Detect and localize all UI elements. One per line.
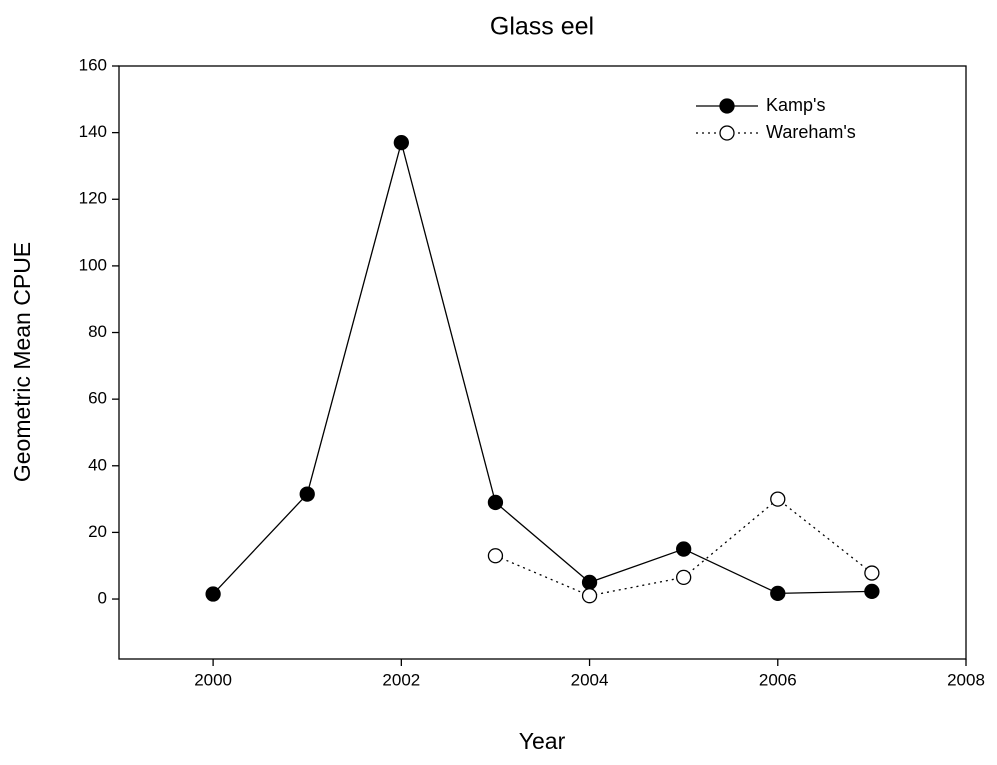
legend-marker xyxy=(719,98,735,114)
marker xyxy=(864,583,880,600)
y-tick-label: 0 xyxy=(98,589,107,608)
x-tick-label: 2002 xyxy=(382,670,420,689)
y-tick-label: 20 xyxy=(88,522,107,541)
marker xyxy=(393,134,409,151)
legend-label: Kamp's xyxy=(766,95,825,115)
marker xyxy=(487,494,504,511)
marker xyxy=(676,569,692,586)
y-tick-label: 140 xyxy=(79,122,107,141)
y-tick-label: 100 xyxy=(79,255,107,274)
plot-frame xyxy=(118,65,967,660)
legend-label: Wareham's xyxy=(766,122,856,142)
marker xyxy=(205,586,221,602)
y-axis-label: Geometric Mean CPUE xyxy=(9,242,35,482)
y-tick-label: 40 xyxy=(88,455,107,474)
y-tick-label: 80 xyxy=(88,322,107,341)
chart-title: Glass eel xyxy=(490,13,594,41)
x-tick-label: 2008 xyxy=(947,670,985,689)
marker xyxy=(299,486,315,502)
y-tick-label: 160 xyxy=(79,55,107,74)
x-tick-label: 2000 xyxy=(194,670,232,689)
x-axis-label: Year xyxy=(519,728,566,754)
marker xyxy=(581,574,598,591)
y-tick-label: 60 xyxy=(88,389,107,408)
marker xyxy=(581,588,598,604)
series-line xyxy=(212,140,872,595)
marker xyxy=(770,585,786,602)
x-tick-label: 2006 xyxy=(759,670,797,689)
x-tick-label: 2004 xyxy=(571,670,609,689)
marker xyxy=(770,491,786,507)
marker xyxy=(864,565,880,581)
marker xyxy=(487,548,504,564)
legend-marker xyxy=(719,125,735,141)
y-tick-label: 120 xyxy=(79,189,107,208)
marker xyxy=(676,541,692,557)
